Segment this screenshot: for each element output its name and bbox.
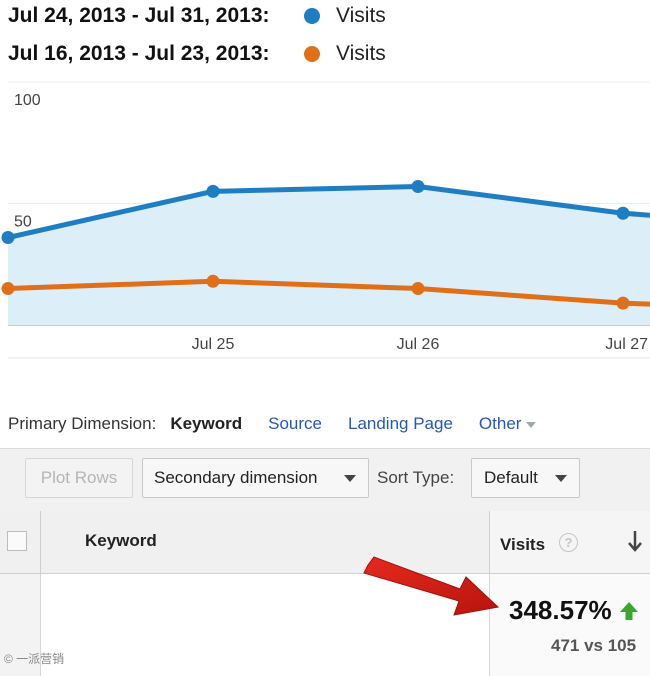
chevron-down-icon	[344, 475, 356, 482]
y-tick-label: 100	[14, 92, 41, 109]
y-tick-label: 50	[14, 214, 32, 231]
chevron-down-icon	[526, 422, 537, 428]
visits-chart[interactable]: 100 50 Jul 25 Jul 26 Jul 27	[0, 80, 650, 370]
dimension-keyword[interactable]: Keyword	[170, 414, 243, 433]
row-check-cell	[0, 574, 41, 676]
table-header: Keyword Visits ?	[0, 511, 650, 574]
legend-previous-series: Visits	[336, 42, 386, 65]
sort-descending-icon[interactable]	[627, 529, 643, 553]
dimension-landing-page[interactable]: Landing Page	[347, 414, 453, 433]
visits-column-header[interactable]: Visits ?	[489, 511, 650, 573]
red-arrow-icon	[363, 556, 500, 616]
sort-type-label: Sort Type:	[377, 468, 455, 487]
up-arrow-icon	[620, 602, 638, 620]
table-row: 348.57% 471 vs 105	[0, 574, 650, 676]
data-point[interactable]	[616, 206, 630, 220]
select-all-checkbox[interactable]	[7, 531, 27, 551]
sort-type-select[interactable]: Default	[471, 458, 580, 498]
data-point[interactable]	[1, 282, 15, 296]
data-point[interactable]	[1, 231, 15, 245]
primary-dimension-label: Primary Dimension:	[8, 414, 157, 433]
legend-current-dot	[304, 8, 320, 24]
legend-current-series: Visits	[336, 4, 386, 27]
legend-previous-dot	[304, 46, 320, 62]
plot-rows-button[interactable]: Plot Rows	[25, 458, 133, 498]
data-point[interactable]	[616, 296, 630, 310]
visits-comparison: 471 vs 105	[551, 636, 637, 655]
data-point[interactable]	[411, 282, 425, 296]
visits-column-title: Visits	[500, 535, 546, 554]
secondary-dimension-label: Secondary dimension	[154, 468, 318, 487]
data-point[interactable]	[411, 179, 425, 193]
help-icon[interactable]: ?	[559, 533, 578, 552]
row-visits-cell: 348.57% 471 vs 105	[489, 574, 650, 676]
keyword-column-header[interactable]: Keyword	[85, 531, 157, 550]
x-tick-label: Jul 25	[192, 336, 235, 353]
chevron-down-icon	[555, 475, 567, 482]
x-tick-label: Jul 26	[397, 336, 440, 353]
visits-percent-change: 348.57%	[509, 595, 612, 625]
row-keyword-cell	[41, 574, 489, 676]
secondary-dimension-select[interactable]: Secondary dimension	[142, 458, 369, 498]
watermark: © 一派营销	[4, 652, 65, 666]
dimension-other-label: Other	[478, 414, 522, 433]
legend-previous: Jul 16, 2013 - Jul 23, 2013: Visits	[8, 39, 386, 69]
x-tick-label: Jul 27	[605, 336, 648, 353]
table-toolbar: Plot Rows Secondary dimension Sort Type:…	[0, 448, 650, 512]
legend-previous-range: Jul 16, 2013 - Jul 23, 2013:	[8, 42, 270, 65]
data-point[interactable]	[206, 184, 220, 198]
series-area	[8, 186, 650, 325]
dimension-other[interactable]: Other	[479, 414, 537, 434]
legend-current: Jul 24, 2013 - Jul 31, 2013: Visits	[8, 1, 386, 31]
data-point[interactable]	[206, 274, 220, 288]
sort-type-value: Default	[484, 468, 538, 487]
primary-dimension-bar: Primary Dimension: Keyword Source Landin…	[8, 410, 537, 438]
legend-current-range: Jul 24, 2013 - Jul 31, 2013:	[8, 4, 270, 27]
plot-rows-label: Plot Rows	[40, 468, 118, 487]
select-all-cell	[0, 511, 41, 573]
dimension-source[interactable]: Source	[268, 414, 322, 433]
